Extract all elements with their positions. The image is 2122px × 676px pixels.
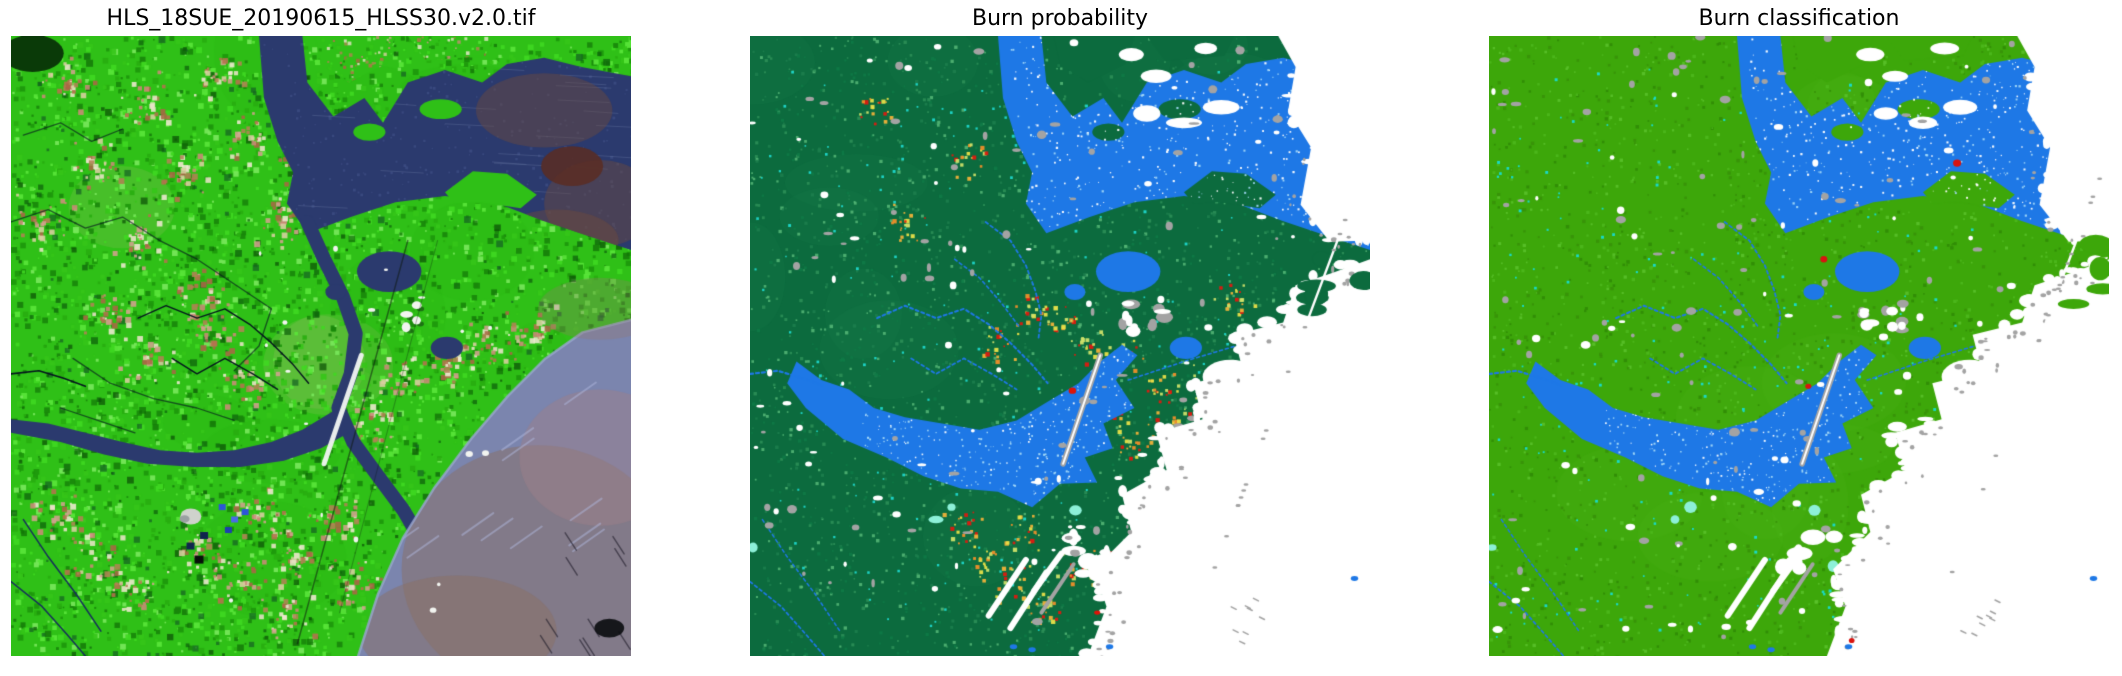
panel-satellite: HLS_18SUE_20190615_HLSS30.v2.0.tif	[11, 4, 631, 656]
panel-burn-probability: Burn probability	[750, 4, 1370, 656]
burn-probability-map	[750, 36, 1370, 656]
panel-title-burn-probability: Burn probability	[971, 6, 1148, 31]
panel-title-burn-classification: Burn classification	[1698, 6, 1900, 31]
panel-title-satellite: HLS_18SUE_20190615_HLSS30.v2.0.tif	[106, 6, 536, 31]
satellite-image	[11, 36, 631, 656]
burn-classification-map	[1489, 36, 2109, 656]
panel-burn-classification: Burn classification	[1489, 4, 2109, 656]
